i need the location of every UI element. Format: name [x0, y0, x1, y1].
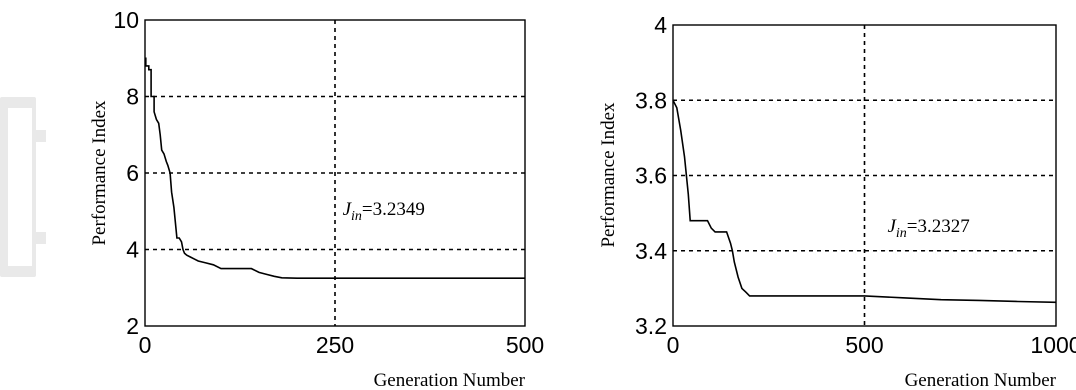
y-tick-label: 2 — [126, 313, 139, 339]
annotation-subscript: in — [896, 226, 907, 241]
y-axis-label: Performance Index — [89, 100, 110, 246]
series-line — [672, 99, 1057, 304]
plot-frame — [672, 24, 1057, 327]
annotation-label: Jin=3.2327 — [887, 216, 969, 241]
y-axis-label: Performance Index — [598, 102, 619, 248]
y-tick-label: 4 — [654, 12, 667, 38]
series-line — [145, 57, 525, 280]
y-tick-label: 8 — [126, 84, 139, 110]
annotation-label: Jin=3.2349 — [343, 199, 425, 224]
watermark-graphic — [0, 97, 46, 277]
y-tick-label: 6 — [126, 160, 139, 186]
x-tick-label: 1000 — [1030, 332, 1076, 358]
chart-left: 0 250 500 2 4 6 8 10 Generation Number Performanc… — [89, 7, 544, 390]
x-axis-label: Generation Number — [905, 370, 1057, 390]
y-tick-label: 3.2 — [635, 313, 667, 339]
annotation-symbol: J — [343, 199, 353, 220]
y-tick-label: 3.6 — [635, 163, 667, 189]
annotation-value: =3.2327 — [907, 216, 970, 237]
annotation-subscript: in — [351, 209, 362, 224]
y-tick-label: 3.8 — [635, 87, 667, 113]
plot-frame — [144, 19, 526, 327]
x-tick-label: 500 — [506, 332, 544, 358]
y-tick-label: 4 — [126, 237, 139, 263]
x-tick-label: 0 — [667, 332, 680, 358]
x-tick-label: 0 — [139, 332, 152, 358]
chart-right: 0 500 1000 3.2 3.4 3.6 3.8 4 Generation Number Pe… — [598, 12, 1076, 390]
x-tick-label: 500 — [845, 332, 883, 358]
y-tick-label: 10 — [113, 7, 139, 33]
y-tick-label: 3.4 — [635, 238, 667, 264]
x-axis-label: Generation Number — [374, 370, 526, 390]
annotation-symbol: J — [887, 216, 897, 237]
x-tick-label: 250 — [316, 332, 354, 358]
annotation-value: =3.2349 — [362, 199, 425, 220]
